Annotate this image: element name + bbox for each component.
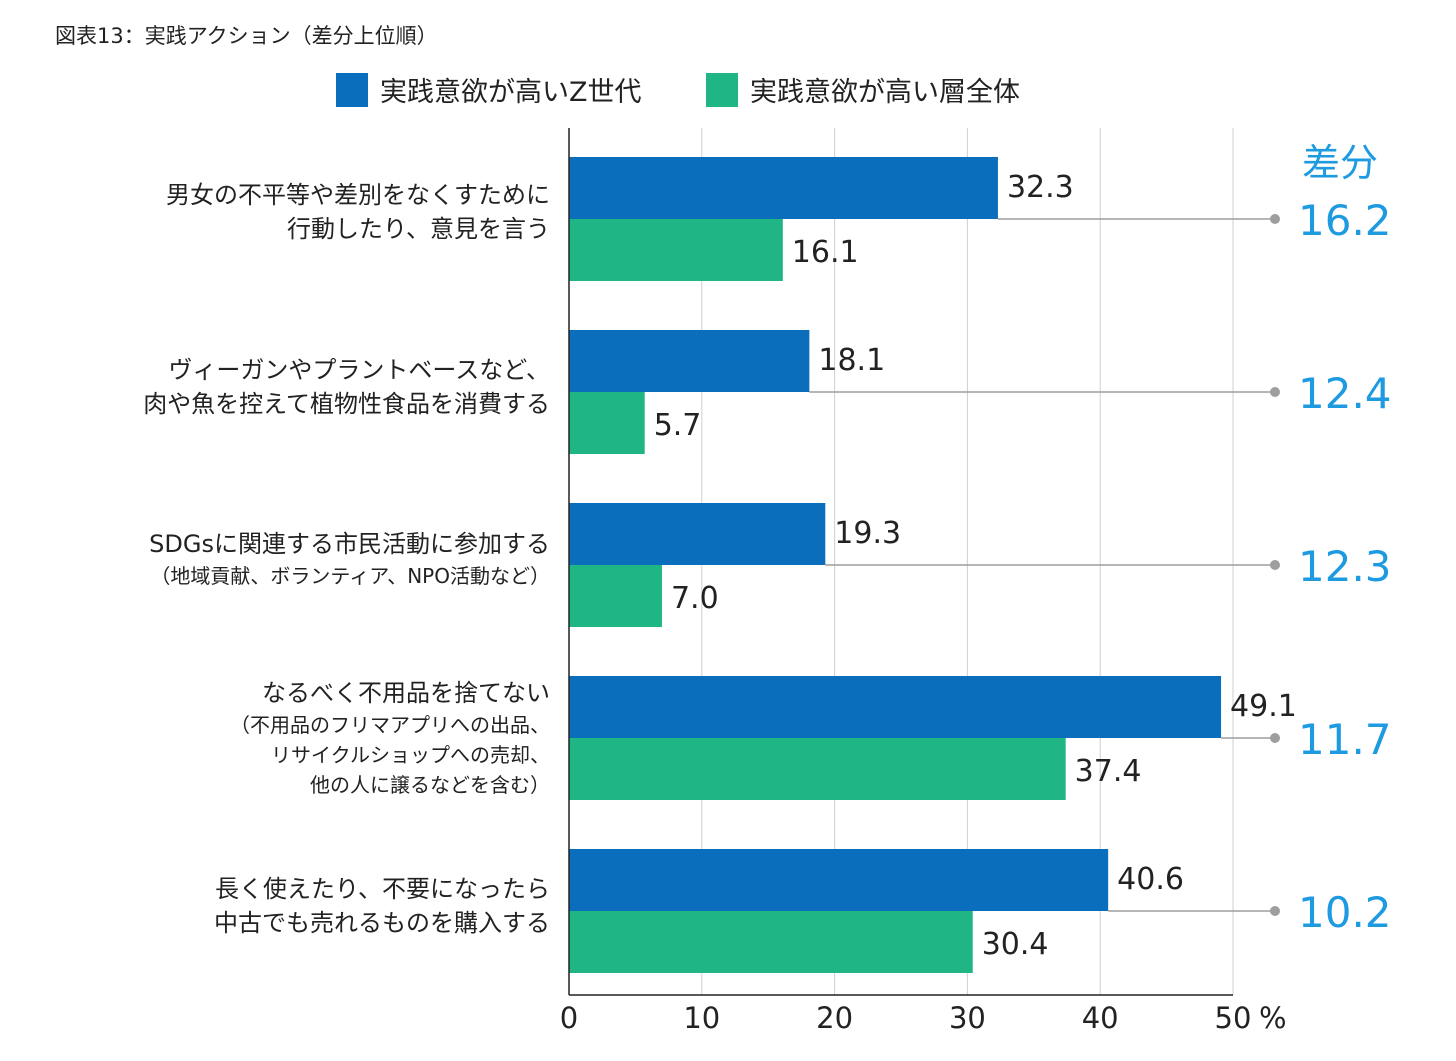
bar-z-gen	[569, 503, 826, 565]
category-label-line: 肉や魚を控えて植物性食品を消費する	[143, 390, 550, 418]
category-label-line: 長く使えたり、不要になったら	[214, 875, 550, 903]
bar-all	[569, 565, 662, 627]
diff-marker-dot	[1270, 906, 1280, 916]
x-tick-label: 50	[1215, 1001, 1252, 1035]
category-label-line: なるべく不用品を捨てない	[262, 679, 550, 707]
legend-label-z-gen: 実践意欲が高いZ世代	[380, 77, 642, 108]
bar-all	[569, 392, 645, 454]
value-label-all: 16.1	[792, 235, 859, 270]
bar-all	[569, 911, 973, 973]
value-label-z-gen: 49.1	[1230, 689, 1297, 724]
diff-value: 12.3	[1298, 542, 1392, 591]
bar-z-gen	[569, 676, 1222, 738]
x-tick-label: 30	[949, 1001, 986, 1035]
x-tick-label: 40	[1082, 1001, 1119, 1035]
bar-z-gen	[569, 157, 998, 219]
diff-marker-dot	[1270, 214, 1280, 224]
bar-all	[569, 219, 783, 281]
legend-item-all: 実践意欲が高い層全体	[706, 70, 1020, 109]
bar-z-gen	[569, 330, 810, 392]
category-label-line: SDGsに関連する市民活動に参加する	[149, 530, 550, 558]
value-label-z-gen: 18.1	[818, 343, 885, 378]
category-label: 長く使えたり、不要になったら 中古でも売れるものを購入する	[214, 872, 550, 940]
value-label-all: 7.0	[671, 581, 719, 616]
category-label: なるべく不用品を捨てない （不用品のフリマアプリへの出品、リサイクルショップへの売…	[230, 676, 550, 800]
diff-header: 差分	[1302, 141, 1379, 185]
legend-item-z-gen: 実践意欲が高いZ世代	[336, 70, 642, 109]
bar-all	[569, 738, 1066, 800]
legend-label-all: 実践意欲が高い層全体	[750, 77, 1020, 108]
x-tick-label: 20	[816, 1001, 853, 1035]
diff-marker-dot	[1270, 387, 1280, 397]
diff-marker-dot	[1270, 733, 1280, 743]
category-label: SDGsに関連する市民活動に参加する （地域貢献、ボランティア、NPO活動など）	[149, 527, 550, 591]
bar-z-gen	[569, 849, 1109, 911]
category-sublabel-line: （不用品のフリマアプリへの出品、	[230, 713, 550, 737]
value-label-all: 5.7	[654, 408, 702, 443]
category-label: 男女の不平等や差別をなくすために行動したり、意見を言う	[166, 178, 550, 246]
value-label-z-gen: 19.3	[834, 516, 901, 551]
value-label-all: 37.4	[1075, 754, 1142, 789]
value-label-z-gen: 32.3	[1007, 170, 1074, 205]
x-tick-label: 0	[560, 1001, 578, 1035]
diff-marker-dot	[1270, 560, 1280, 570]
category-label-line: 行動したり、意見を言う	[286, 215, 550, 243]
category-sublabel-line: リサイクルショップへの売却、	[271, 743, 550, 767]
chart-title: 図表13：実践アクション（差分上位順）	[55, 24, 438, 48]
category-sublabel-line: （地域貢献、ボランティア、NPO活動など）	[150, 564, 550, 588]
category-label-line: 男女の不平等や差別をなくすために	[166, 181, 550, 209]
value-label-z-gen: 40.6	[1117, 862, 1184, 897]
x-tick-label: 10	[683, 1001, 720, 1035]
category-label-line: ヴィーガンやプラントベースなど、	[168, 356, 550, 384]
value-label-all: 30.4	[982, 927, 1049, 962]
category-label: ヴィーガンやプラントベースなど、肉や魚を控えて植物性食品を消費する	[143, 353, 550, 421]
legend-swatch-all	[706, 72, 738, 107]
diff-value: 11.7	[1298, 715, 1392, 764]
category-label-line: 中古でも売れるものを購入する	[214, 909, 550, 937]
legend-swatch-z-gen	[336, 72, 368, 107]
category-sublabel-line: 他の人に譲るなどを含む）	[310, 773, 550, 797]
x-axis-unit: %	[1259, 1001, 1287, 1035]
diff-value: 12.4	[1298, 369, 1392, 418]
diff-value: 10.2	[1298, 888, 1392, 937]
diff-value: 16.2	[1298, 196, 1392, 245]
